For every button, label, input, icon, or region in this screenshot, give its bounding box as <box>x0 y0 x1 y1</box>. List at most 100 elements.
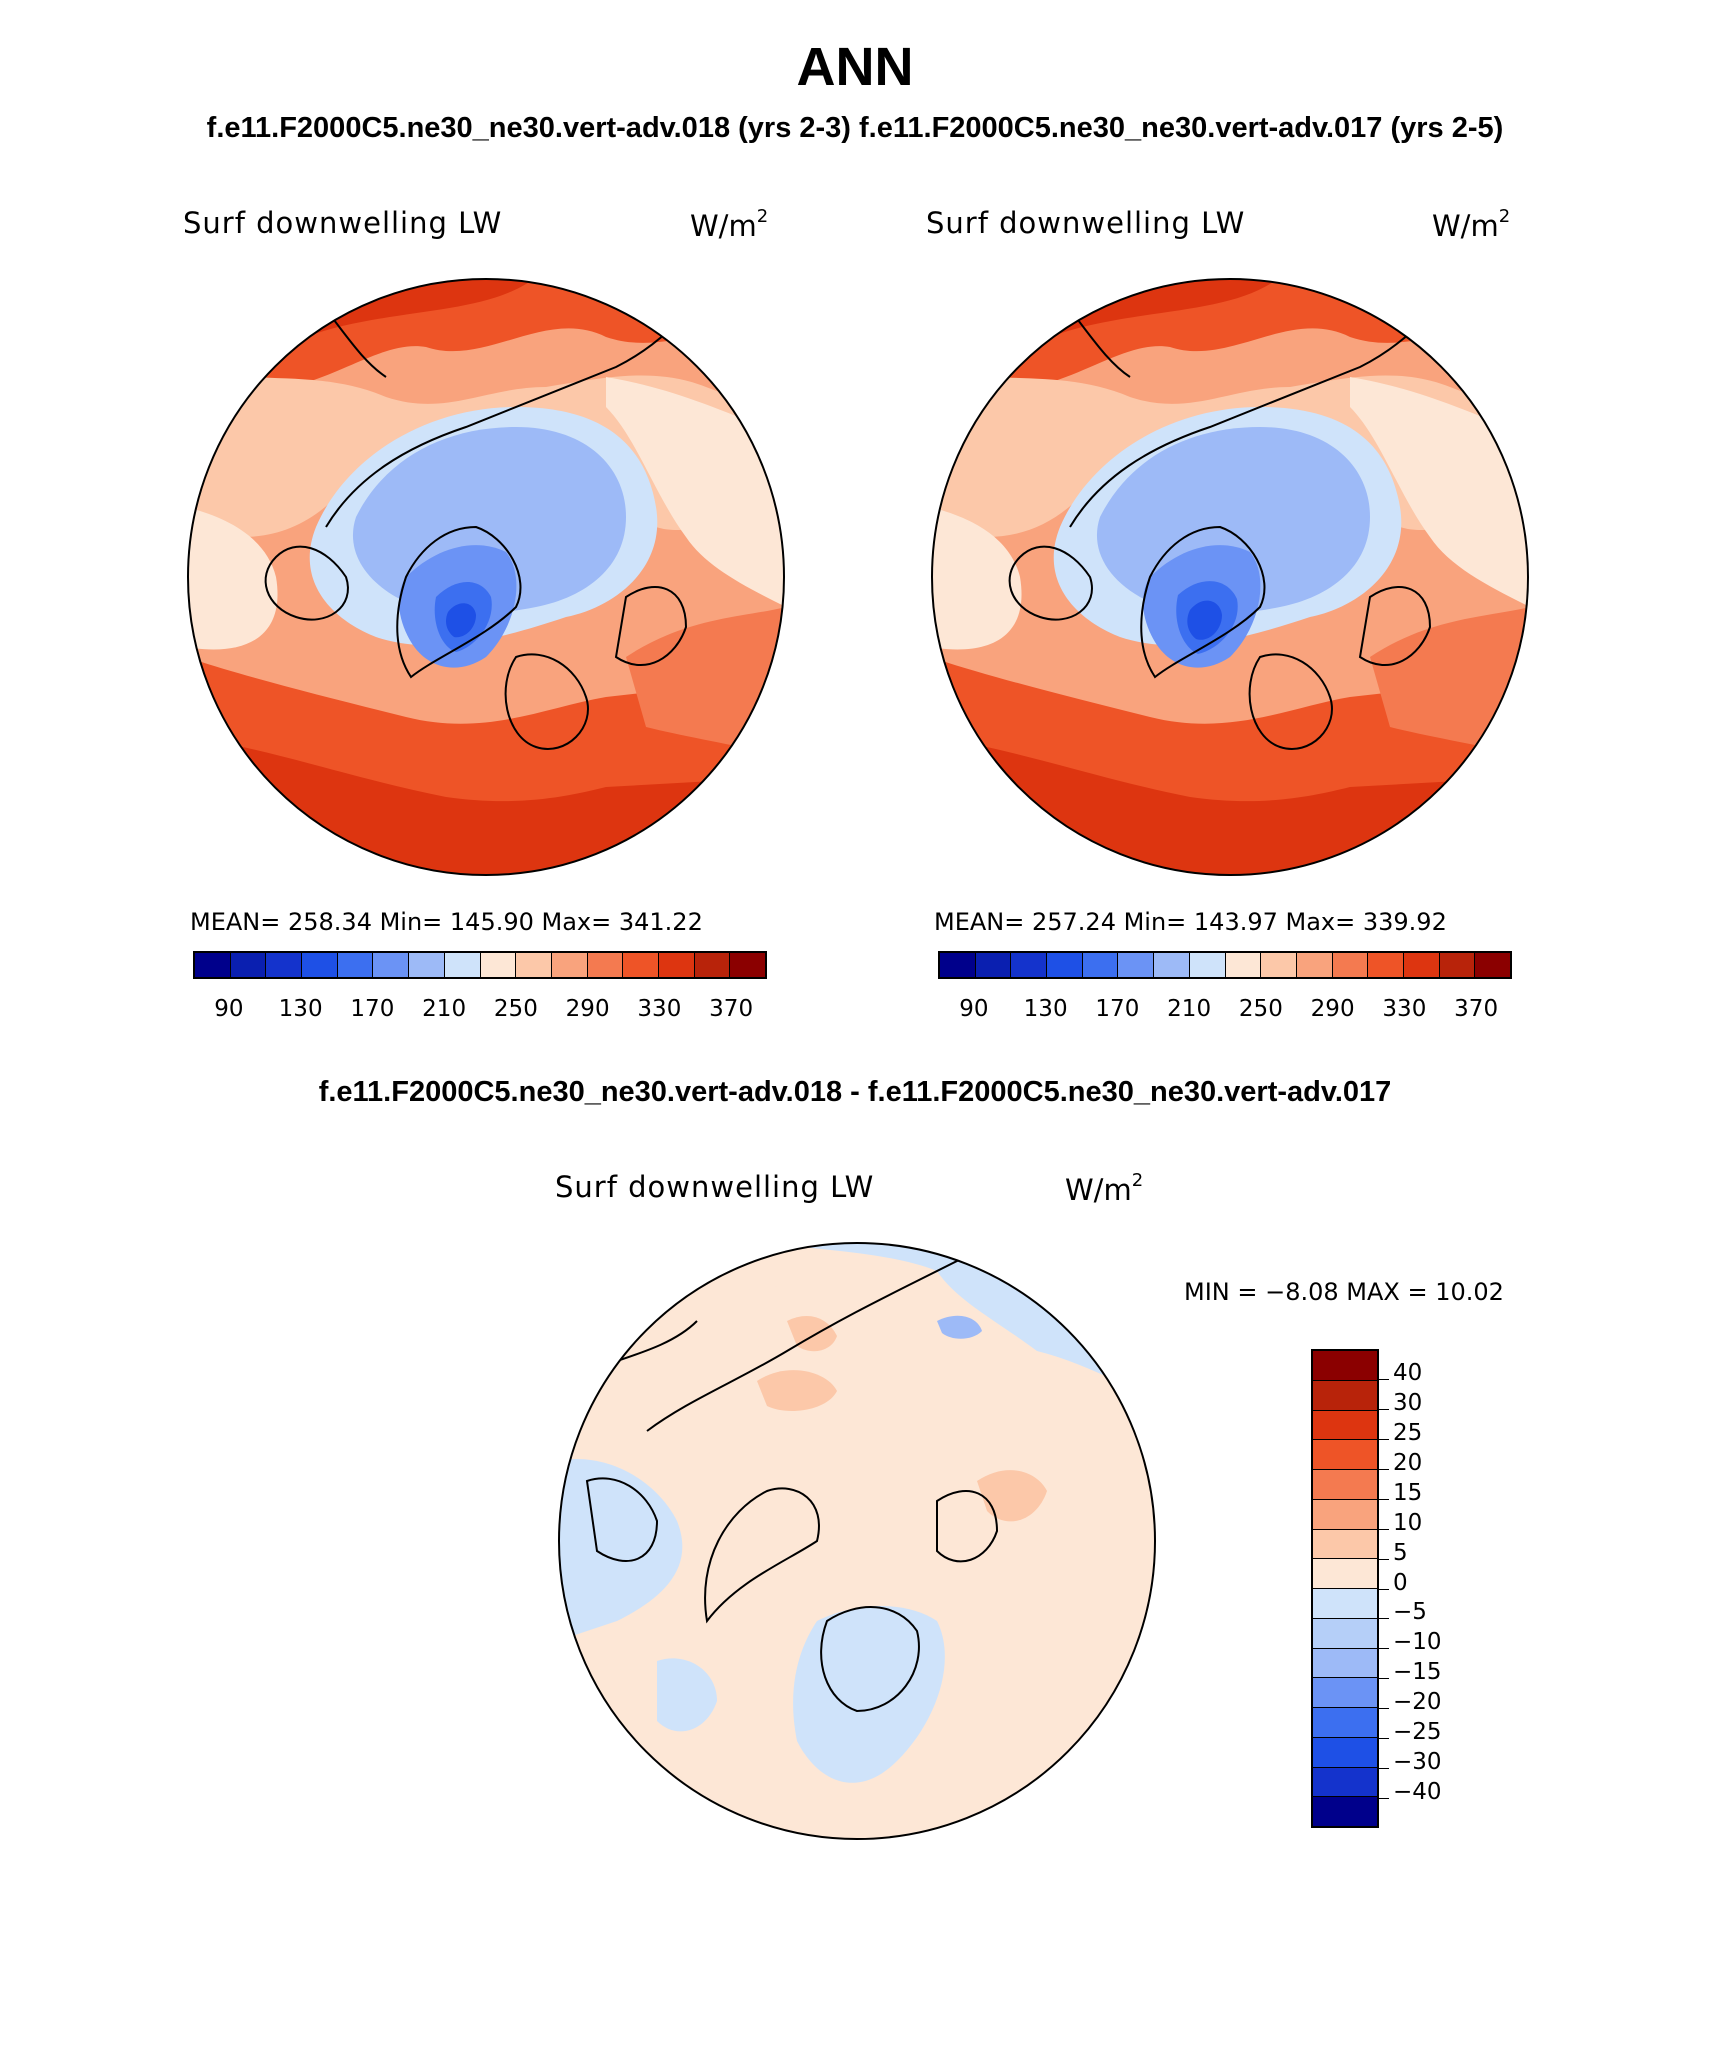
panel2-colorbar-label: 330 <box>1382 996 1427 1022</box>
diff-colorbar-swatch <box>1313 1737 1377 1768</box>
diff-colorbar-swatch <box>1313 1648 1377 1679</box>
panel1-colorbar-label: 170 <box>350 996 395 1022</box>
diff-colorbar-swatch <box>1313 1559 1377 1589</box>
panel1-colorbar-swatch <box>658 953 695 977</box>
panel2-colorbar-swatch <box>1368 953 1404 977</box>
diff-colorbar-swatch <box>1313 1618 1377 1649</box>
panel2-colorbar-swatch <box>1261 953 1297 977</box>
diff-colorbar-swatch <box>1313 1678 1377 1708</box>
panel1-colorbar-swatch <box>730 953 765 977</box>
panel2-colorbar-label: 370 <box>1454 996 1499 1022</box>
diff-colorbar-label: −25 <box>1393 1719 1442 1746</box>
panel2-colorbar-swatch <box>1189 953 1226 977</box>
panel1-stats: MEAN= 258.34 Min= 145.90 Max= 341.22 <box>190 908 703 936</box>
panel2-colorbar-swatch <box>975 953 1012 977</box>
diff-variable-title: Surf downwelling LW <box>555 1170 875 1204</box>
panel1-colorbar-swatch <box>480 953 517 977</box>
diff-colorbar-label: −30 <box>1393 1749 1442 1776</box>
diff-colorbar-swatch <box>1313 1470 1377 1500</box>
panel1-colorbar-swatch <box>623 953 659 977</box>
panel2-polar-map <box>931 278 1529 876</box>
diff-colorbar-label: 20 <box>1393 1449 1423 1476</box>
panel1-colorbar-swatch <box>694 953 731 977</box>
panel2-stats: MEAN= 257.24 Min= 143.97 Max= 339.92 <box>934 908 1447 936</box>
diff-colorbar-swatch <box>1313 1589 1377 1619</box>
diff-colorbar-label: 30 <box>1393 1389 1423 1416</box>
diff-colorbar-label: 15 <box>1393 1479 1423 1506</box>
panel2-colorbar-label: 170 <box>1095 996 1140 1022</box>
diff-colorbar-tick <box>1377 1798 1389 1800</box>
panel1-map-border <box>187 278 785 876</box>
diff-colorbar-swatch <box>1313 1797 1377 1826</box>
diff-minmax: MIN = −8.08 MAX = 10.02 <box>1184 1278 1504 1306</box>
diff-colorbar-swatch <box>1313 1410 1377 1441</box>
diff-units: W/m2 <box>1065 1170 1144 1207</box>
panel2-colorbar-swatch <box>1082 953 1119 977</box>
panel2-colorbar-swatch <box>940 953 976 977</box>
panel1-colorbar-swatch <box>373 953 410 977</box>
panel1-colorbar-label: 370 <box>709 996 754 1022</box>
diff-colorbar <box>1311 1349 1379 1828</box>
diff-colorbar-swatch <box>1313 1529 1377 1560</box>
diff-colorbar-swatch <box>1313 1380 1377 1411</box>
panel1-colorbar-swatch <box>516 953 552 977</box>
panel2-colorbar-swatch <box>1332 953 1369 977</box>
diff-colorbar-label: −40 <box>1393 1779 1442 1806</box>
panel1-units: W/m2 <box>690 206 769 243</box>
diff-map-border <box>558 1242 1156 1840</box>
diff-colorbar-tick <box>1377 1498 1389 1500</box>
diff-colorbar-tick <box>1377 1768 1389 1770</box>
panel1-colorbar-label: 130 <box>278 996 323 1022</box>
panel1-colorbar-swatch <box>230 953 267 977</box>
diff-colorbar-tick <box>1377 1648 1389 1650</box>
panel1-colorbar-swatch <box>409 953 445 977</box>
diff-colorbar-label: −15 <box>1393 1659 1442 1686</box>
diff-colorbar-tick <box>1377 1708 1389 1710</box>
diff-colorbar-swatch <box>1313 1499 1377 1530</box>
diff-colorbar-tick <box>1377 1378 1389 1380</box>
diff-polar-map <box>558 1242 1156 1840</box>
panel2-colorbar-label: 130 <box>1023 996 1068 1022</box>
panel1-colorbar-label: 210 <box>422 996 467 1022</box>
panel1-colorbar-label: 250 <box>493 996 538 1022</box>
panel2-colorbar <box>938 951 1512 979</box>
diff-colorbar-tick <box>1377 1618 1389 1620</box>
diff-colorbar-tick <box>1377 1528 1389 1530</box>
main-title: ANN <box>796 37 914 97</box>
panel1-colorbar-label: 330 <box>637 996 682 1022</box>
panel2-contour-field <box>932 279 1528 875</box>
diff-colorbar-tick <box>1377 1408 1389 1410</box>
difference-title: f.e11.F2000C5.ne30_ne30.vert-adv.018 - f… <box>318 1076 1392 1108</box>
panel1-colorbar-swatch <box>195 953 231 977</box>
panel1-colorbar-swatch <box>587 953 624 977</box>
panel1-polar-map <box>187 278 785 876</box>
panel2-colorbar-swatch <box>1439 953 1476 977</box>
panel1-colorbar-swatch <box>444 953 481 977</box>
diff-colorbar-swatch <box>1313 1351 1377 1381</box>
diff-colorbar-tick <box>1377 1558 1389 1560</box>
diff-colorbar-tick <box>1377 1438 1389 1440</box>
panel1-colorbar-swatch <box>551 953 588 977</box>
diff-colorbar-label: 40 <box>1393 1359 1423 1386</box>
panel1-colorbar <box>193 951 767 979</box>
diff-colorbar-label: −10 <box>1393 1629 1442 1656</box>
diff-colorbar-label: 5 <box>1393 1539 1408 1566</box>
diff-colorbar-tick <box>1377 1588 1389 1590</box>
case-subtitle: f.e11.F2000C5.ne30_ne30.vert-adv.018 (yr… <box>206 112 1504 144</box>
panel2-colorbar-swatch <box>1011 953 1048 977</box>
panel1-variable-title: Surf downwelling LW <box>183 206 503 240</box>
panel1-colorbar-swatch <box>337 953 374 977</box>
panel2-colorbar-swatch <box>1225 953 1262 977</box>
panel2-colorbar-label: 290 <box>1310 996 1355 1022</box>
panel2-units: W/m2 <box>1432 206 1511 243</box>
panel2-colorbar-swatch <box>1154 953 1190 977</box>
diff-colorbar-swatch <box>1313 1440 1377 1470</box>
panel2-colorbar-label: 90 <box>959 996 989 1022</box>
panel2-colorbar-label: 210 <box>1167 996 1212 1022</box>
diff-contour-field <box>559 1243 1155 1839</box>
diff-colorbar-label: 0 <box>1393 1569 1408 1596</box>
panel2-colorbar-swatch <box>1047 953 1083 977</box>
panel2-colorbar-swatch <box>1403 953 1440 977</box>
panel1-contour-field <box>188 279 784 875</box>
diff-colorbar-swatch <box>1313 1767 1377 1798</box>
